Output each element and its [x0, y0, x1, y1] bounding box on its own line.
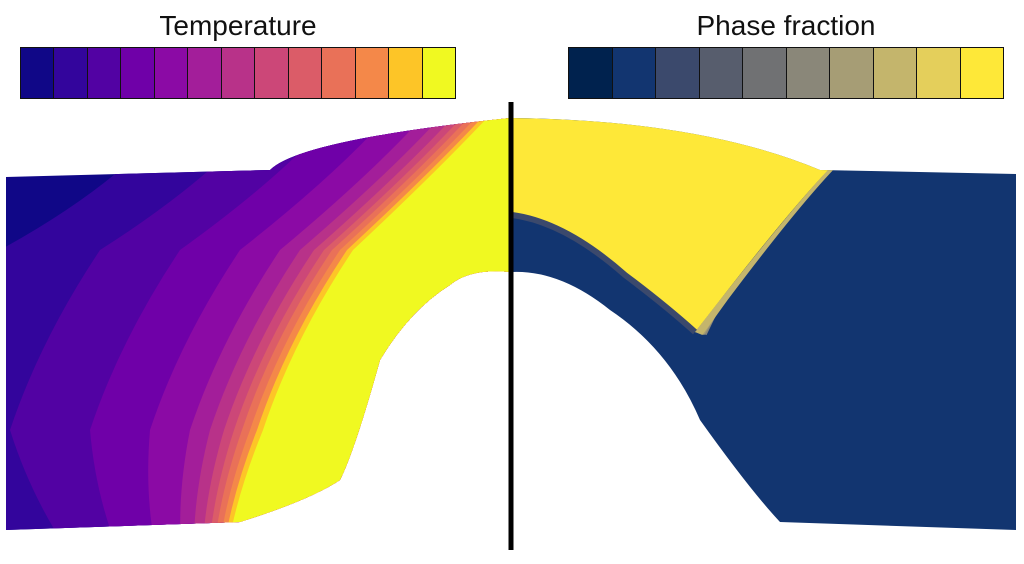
- temperature-colorbar: [20, 47, 456, 99]
- phase-boundary-rim: [512, 212, 698, 335]
- colorbar-swatch: [21, 48, 55, 98]
- colorbar-swatch: [699, 48, 743, 98]
- phase-transition-band: [695, 168, 835, 335]
- colorbar-swatch: [960, 48, 1003, 98]
- phase-fraction-colorbar: [568, 47, 1004, 99]
- colorbar-swatch: [422, 48, 456, 98]
- phase-fraction-field: [512, 118, 1016, 530]
- colorbar-swatch: [154, 48, 189, 98]
- colorbar-swatch: [188, 48, 222, 98]
- colorbar-swatch: [389, 48, 423, 98]
- colorbar-swatch: [322, 48, 356, 98]
- colorbar-swatch: [221, 48, 256, 98]
- colorbar-swatch: [786, 48, 830, 98]
- colorbar-swatch: [569, 48, 613, 98]
- colorbar-swatch: [355, 48, 390, 98]
- colorbar-swatch: [54, 48, 88, 98]
- colorbar-swatch: [255, 48, 289, 98]
- colorbar-swatch: [873, 48, 917, 98]
- colorbar-swatch: [121, 48, 155, 98]
- colorbar-swatch: [288, 48, 323, 98]
- colorbar-swatch: [917, 48, 961, 98]
- phase-yellow-region: [512, 118, 830, 332]
- temperature-field: [6, 118, 510, 530]
- colorbar-swatch: [612, 48, 656, 98]
- colorbar-swatch: [830, 48, 874, 98]
- colorbar-swatch: [743, 48, 787, 98]
- colorbar-swatch: [656, 48, 700, 98]
- colorbar-swatch: [87, 48, 122, 98]
- phase-fraction-title: Phase fraction: [696, 10, 876, 41]
- temperature-title: Temperature: [159, 10, 317, 41]
